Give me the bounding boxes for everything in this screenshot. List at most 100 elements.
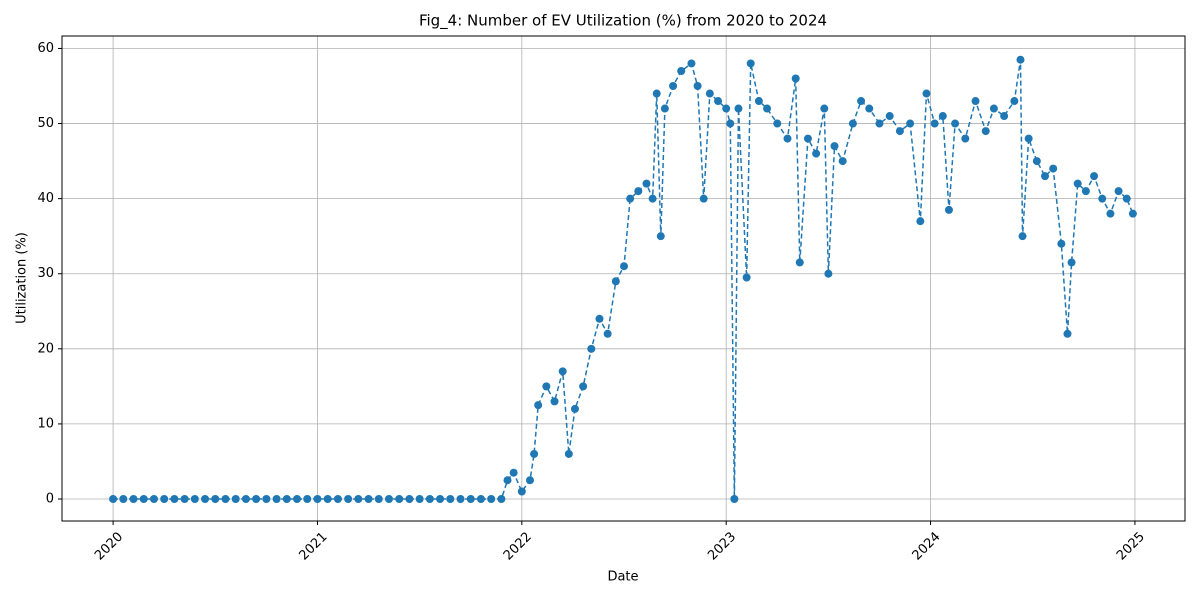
point <box>425 494 434 503</box>
point <box>1018 232 1027 241</box>
point <box>1098 194 1107 203</box>
y-axis-label: Utilization (%) <box>15 232 30 324</box>
point <box>129 494 138 503</box>
point <box>1063 329 1072 338</box>
point <box>384 494 393 503</box>
point <box>795 258 804 267</box>
point <box>466 494 475 503</box>
point <box>699 194 708 203</box>
point <box>746 59 755 68</box>
point <box>211 494 220 503</box>
point <box>705 89 714 98</box>
point <box>677 66 686 75</box>
y-tick-label: 60 <box>37 41 54 56</box>
point <box>722 104 731 113</box>
point <box>1114 187 1123 196</box>
point <box>201 494 210 503</box>
point <box>530 449 539 458</box>
point <box>820 104 829 113</box>
point <box>611 277 620 286</box>
point <box>603 329 612 338</box>
point <box>476 494 485 503</box>
point <box>534 401 543 410</box>
line <box>113 59 1134 500</box>
point <box>742 273 751 282</box>
point <box>812 149 821 158</box>
point <box>415 494 424 503</box>
point <box>252 494 261 503</box>
point <box>344 494 353 503</box>
point <box>517 487 526 496</box>
point <box>170 494 179 503</box>
point <box>634 187 643 196</box>
point <box>1090 172 1099 181</box>
point <box>895 127 904 136</box>
point <box>865 104 874 113</box>
point <box>180 494 189 503</box>
point <box>1081 187 1090 196</box>
point <box>487 494 496 503</box>
point <box>436 494 445 503</box>
point <box>587 344 596 353</box>
point <box>1041 172 1050 181</box>
point <box>687 59 696 68</box>
point <box>595 314 604 323</box>
point <box>906 119 915 128</box>
point <box>542 382 551 391</box>
point <box>763 104 772 113</box>
y-tick-label: 50 <box>37 116 54 131</box>
point <box>971 97 980 106</box>
point <box>190 494 199 503</box>
point <box>1128 209 1137 218</box>
point <box>1057 239 1066 248</box>
point <box>642 179 651 188</box>
point <box>714 97 723 106</box>
point <box>656 232 665 241</box>
point <box>652 89 661 98</box>
point <box>951 119 960 128</box>
point <box>791 74 800 83</box>
point <box>564 449 573 458</box>
point <box>783 134 792 143</box>
point <box>231 494 240 503</box>
y-tick-label: 0 <box>46 491 54 506</box>
point <box>282 494 291 503</box>
point <box>221 494 230 503</box>
point <box>669 82 678 91</box>
point <box>824 269 833 278</box>
point <box>446 494 455 503</box>
point <box>160 494 169 503</box>
point <box>648 194 657 203</box>
point <box>1010 97 1019 106</box>
point <box>139 494 148 503</box>
point <box>374 494 383 503</box>
point <box>660 104 669 113</box>
point <box>989 104 998 113</box>
point <box>119 494 128 503</box>
point <box>293 494 302 503</box>
point <box>830 142 839 151</box>
point <box>570 404 579 413</box>
point <box>364 494 373 503</box>
point <box>938 112 947 121</box>
point <box>1067 258 1076 267</box>
point <box>626 194 635 203</box>
y-tick-label: 30 <box>37 266 54 281</box>
plot-frame <box>61 35 1186 522</box>
point <box>262 494 271 503</box>
point <box>1024 134 1033 143</box>
point <box>497 494 506 503</box>
point <box>109 494 118 503</box>
point <box>313 494 322 503</box>
point <box>333 494 342 503</box>
point <box>303 494 312 503</box>
point <box>734 104 743 113</box>
point <box>885 112 894 121</box>
point <box>875 119 884 128</box>
point <box>526 476 535 485</box>
point <box>354 494 363 503</box>
point <box>1106 209 1115 218</box>
x-axis-label: Date <box>607 570 638 585</box>
point <box>395 494 404 503</box>
point <box>1049 164 1058 173</box>
